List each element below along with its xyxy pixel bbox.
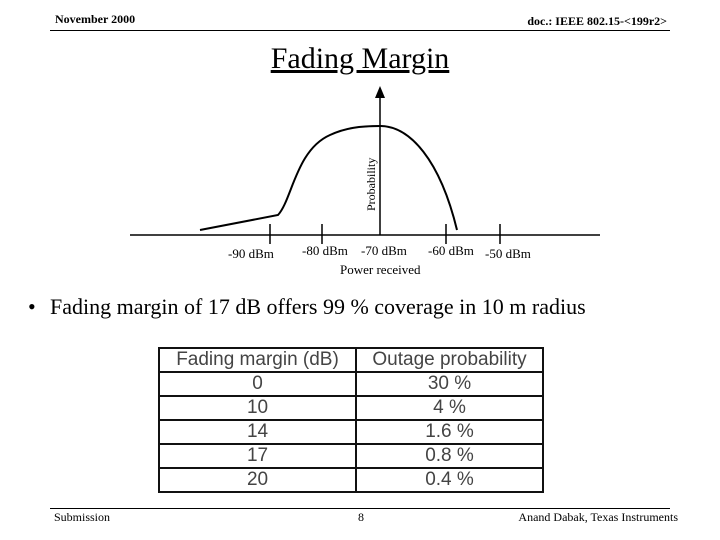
table-row: 0 30 %: [157, 371, 544, 397]
table-row: 17 0.8 %: [157, 443, 544, 469]
footer-author: Anand Dabak, Texas Instruments: [518, 510, 678, 524]
tick-label: -70 dBm: [361, 243, 407, 258]
y-axis-label: Probability: [364, 158, 378, 211]
probability-diagram: Probability -90 dBm -80 dBm -70 dBm -60 …: [130, 86, 600, 277]
table-cell: 30 %: [355, 371, 544, 397]
page-number: 8: [358, 510, 364, 524]
table-cell: 1.6 %: [355, 419, 544, 445]
table-cell: 0.4 %: [355, 467, 544, 493]
tick-label: -90 dBm: [228, 246, 274, 261]
column-header: Fading margin (dB): [157, 347, 358, 373]
footer-divider: [50, 508, 670, 509]
table-cell: 0.8 %: [355, 443, 544, 469]
probability-curve: [199, 124, 458, 231]
table-cell: 10: [157, 395, 358, 421]
table-row: 10 4 %: [157, 395, 544, 421]
bullet-point: • Fading margin of 17 dB offers 99 % cove…: [28, 294, 586, 320]
tick-label: -60 dBm: [428, 243, 474, 258]
header-doc-id: doc.: IEEE 802.15-<199r2>: [527, 14, 667, 28]
column-header: Outage probability: [355, 347, 544, 373]
table-row: 14 1.6 %: [157, 419, 544, 445]
tick-label: -50 dBm: [485, 246, 531, 261]
footer-submission: Submission: [54, 510, 111, 524]
outage-table: Fading margin (dB) Outage probability 0 …: [157, 347, 544, 493]
header-date: November 2000: [55, 12, 136, 26]
bullet-dot: •: [28, 294, 36, 319]
slide-title: Fading Margin: [270, 42, 450, 75]
table-header-row: Fading margin (dB) Outage probability: [157, 347, 544, 373]
table-cell: 20: [157, 467, 358, 493]
header-divider: [50, 30, 670, 31]
table-cell: 14: [157, 419, 358, 445]
table-row: 20 0.4 %: [157, 467, 544, 493]
tick-label: -80 dBm: [302, 243, 348, 258]
table-cell: 0: [157, 371, 358, 397]
table-cell: 17: [157, 443, 358, 469]
x-axis-label: Power received: [340, 262, 421, 277]
bullet-text: Fading margin of 17 dB offers 99 % cover…: [50, 294, 586, 319]
y-axis-arrowhead: [375, 86, 385, 98]
table-cell: 4 %: [355, 395, 544, 421]
